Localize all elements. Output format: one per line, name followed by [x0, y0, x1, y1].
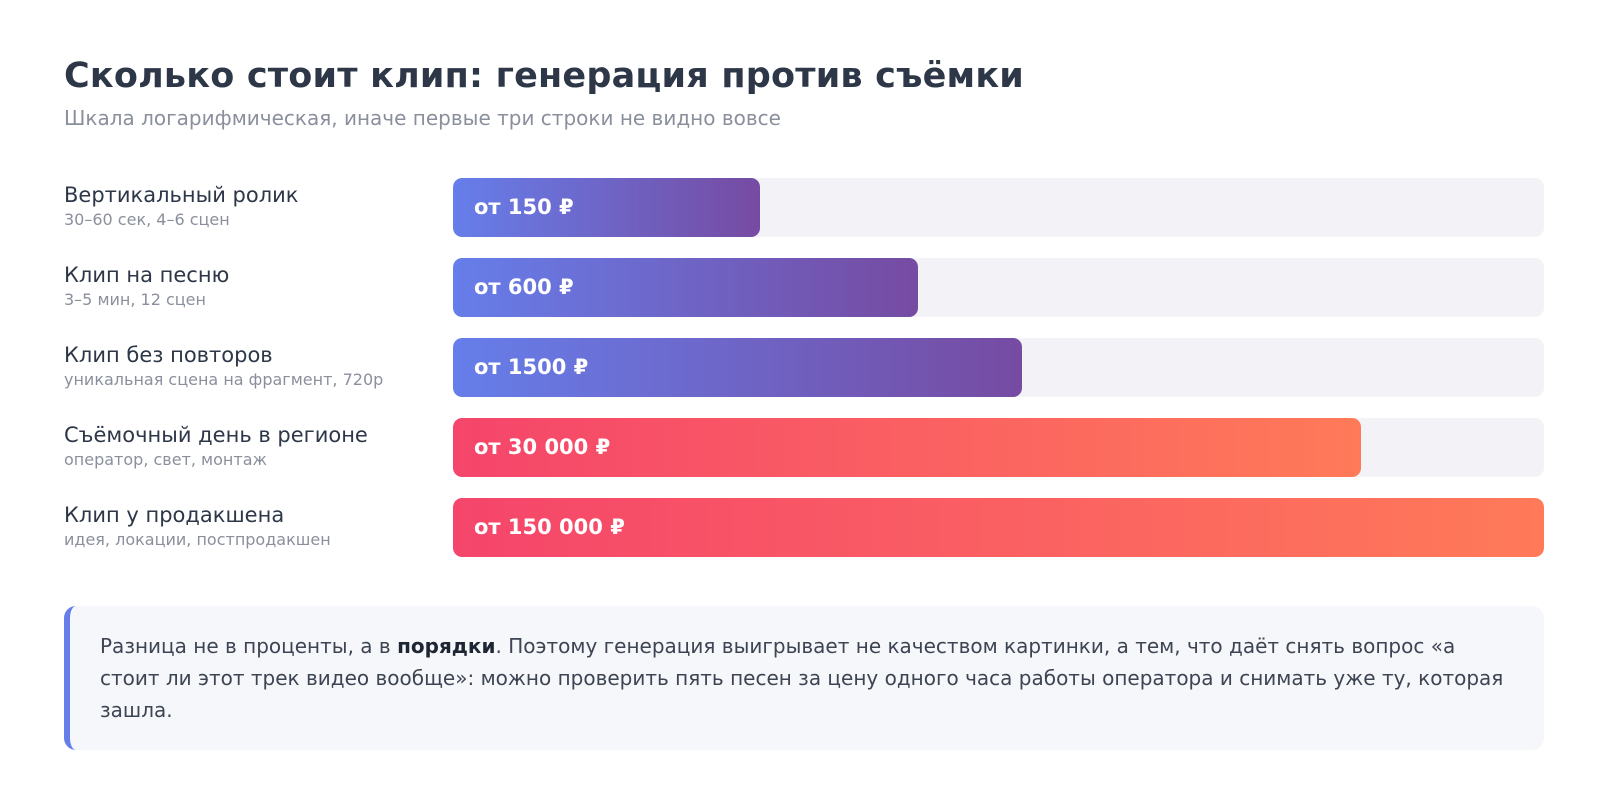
insight-note: Разница не в проценты, а в порядки. Поэт… — [64, 606, 1544, 750]
chart-title: Сколько стоит клип: генерация против съё… — [64, 56, 1025, 96]
bar: от 600 ₽ — [453, 258, 918, 317]
bar-row: Клип у продакшена идея, локации, постпро… — [64, 498, 1544, 557]
category-label: Вертикальный ролик — [64, 183, 299, 207]
category-description: уникальная сцена на фрагмент, 720p — [64, 370, 384, 389]
bar-track: от 150 ₽ — [453, 178, 1544, 237]
bar-track: от 600 ₽ — [453, 258, 1544, 317]
category-label: Съёмочный день в регионе — [64, 423, 368, 447]
bar-row: Съёмочный день в регионе оператор, свет,… — [64, 418, 1544, 477]
category-label: Клип у продакшена — [64, 503, 285, 527]
bar-value-label: от 150 ₽ — [474, 195, 574, 219]
note-text-bold: порядки — [397, 634, 496, 658]
note-text-after: . Поэтому генерация выигрывает не качест… — [100, 634, 1504, 722]
bar: от 150 000 ₽ — [453, 498, 1544, 557]
row-label: Клип у продакшена идея, локации, постпро… — [64, 502, 444, 551]
category-label: Клип без повторов — [64, 343, 273, 367]
category-label: Клип на песню — [64, 263, 230, 287]
category-description: оператор, свет, монтаж — [64, 450, 267, 469]
bar: от 1500 ₽ — [453, 338, 1022, 397]
bar-value-label: от 1500 ₽ — [474, 355, 589, 379]
chart-subtitle: Шкала логарифмическая, иначе первые три … — [64, 106, 781, 130]
note-text-before: Разница не в проценты, а в — [100, 634, 398, 658]
bar-value-label: от 600 ₽ — [474, 275, 574, 299]
bar-value-label: от 150 000 ₽ — [474, 515, 625, 539]
bar-value-label: от 30 000 ₽ — [474, 435, 611, 459]
bar-row: Клип на песню 3–5 мин, 12 сцен от 600 ₽ — [64, 258, 1544, 317]
bar-row: Вертикальный ролик 30–60 сек, 4–6 сцен о… — [64, 178, 1544, 237]
bar-track: от 1500 ₽ — [453, 338, 1544, 397]
bar-chart: Вертикальный ролик 30–60 сек, 4–6 сцен о… — [64, 178, 1544, 578]
bar-track: от 150 000 ₽ — [453, 498, 1544, 557]
row-label: Съёмочный день в регионе оператор, свет,… — [64, 422, 444, 471]
category-description: 3–5 мин, 12 сцен — [64, 290, 206, 309]
bar: от 30 000 ₽ — [453, 418, 1362, 477]
row-label: Клип на песню 3–5 мин, 12 сцен — [64, 262, 444, 311]
bar-row: Клип без повторов уникальная сцена на фр… — [64, 338, 1544, 397]
category-description: 30–60 сек, 4–6 сцен — [64, 210, 230, 229]
category-description: идея, локации, постпродакшен — [64, 530, 331, 549]
row-label: Клип без повторов уникальная сцена на фр… — [64, 342, 444, 391]
bar-track: от 30 000 ₽ — [453, 418, 1544, 477]
bar: от 150 ₽ — [453, 178, 761, 237]
row-label: Вертикальный ролик 30–60 сек, 4–6 сцен — [64, 182, 444, 231]
